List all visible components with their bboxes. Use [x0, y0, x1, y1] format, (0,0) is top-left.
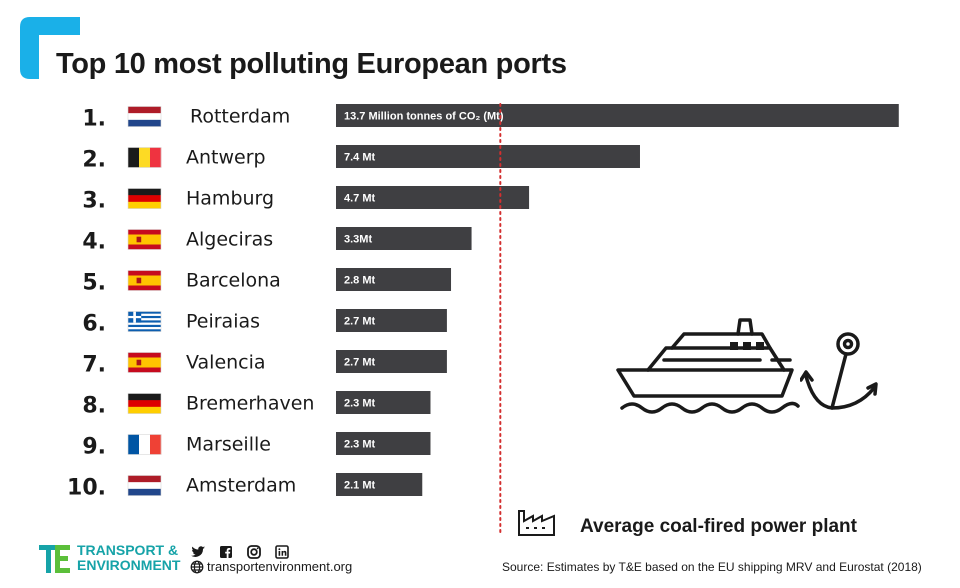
rank-label: 1. [82, 107, 106, 132]
bar [336, 227, 472, 250]
category-label: Hamburg [186, 188, 274, 210]
chart-row: 4. Algeciras 3.3Mt [82, 227, 472, 255]
bar-value-label: 4.7 Mt [344, 193, 376, 205]
factory-icon [518, 510, 555, 536]
chart-row: 1. Rotterdam 13.7 Million tonnes of CO₂ (M… [82, 104, 899, 132]
chart-row: 10. Amsterdam 2.1 Mt [67, 473, 423, 501]
bar [336, 186, 530, 209]
bar-value-label: 3.3Mt [344, 234, 372, 246]
flag-belgium-icon [127, 147, 162, 168]
instagram-icon[interactable] [246, 544, 262, 560]
brand-name: TRANSPORT & ENVIRONMENT [77, 543, 180, 573]
flag-germany-icon [127, 393, 162, 414]
rank-label: 2. [82, 148, 106, 173]
flag-netherlands-icon [127, 106, 162, 127]
chart-row: 6. Peiraias 2.7 Mt [82, 309, 447, 337]
flag-france-icon [127, 434, 162, 455]
bar [336, 145, 640, 168]
bar [336, 391, 431, 414]
bar-value-label: 7.4 Mt [344, 152, 376, 164]
brand-logo [39, 545, 70, 573]
flag-greece-icon [127, 311, 162, 332]
bar [336, 104, 899, 127]
bar [336, 268, 452, 291]
brand-name-line1: TRANSPORT & [77, 542, 179, 558]
chart-row: 9. Marseille 2.3 Mt [82, 432, 431, 460]
category-label: Valencia [186, 352, 266, 374]
rank-label: 10. [67, 476, 106, 501]
website-link[interactable]: transportenvironment.org [207, 559, 353, 574]
bar-value-label: 2.3 Mt [344, 439, 376, 451]
page-title: Top 10 most polluting European ports [56, 48, 567, 80]
flag-germany-icon [127, 188, 162, 209]
rank-label: 3. [82, 189, 106, 214]
chart-row: 5. Barcelona 2.8 Mt [82, 268, 452, 296]
flag-spain-icon [127, 352, 162, 373]
category-label: Barcelona [186, 270, 281, 292]
chart-row: 2. Antwerp 7.4 Mt [82, 145, 640, 173]
accent-corner-logo [20, 17, 80, 79]
category-label: Algeciras [186, 229, 273, 251]
twitter-icon[interactable] [190, 544, 206, 560]
bar-value-label: 2.7 Mt [344, 357, 376, 369]
flag-netherlands-icon [127, 475, 162, 496]
rank-label: 5. [82, 271, 106, 296]
flag-spain-icon [127, 270, 162, 291]
linkedin-icon[interactable] [274, 544, 290, 560]
source-note: Source: Estimates by T&E based on the EU… [502, 560, 922, 574]
category-label: Antwerp [186, 147, 266, 169]
bar-value-label: 2.8 Mt [344, 275, 376, 287]
category-label: Marseille [186, 434, 271, 456]
facebook-icon[interactable] [218, 544, 234, 560]
chart-row: 8. Bremerhaven 2.3 Mt [82, 391, 431, 419]
brand-name-line2: ENVIRONMENT [77, 557, 181, 573]
chart-row: 7. Valencia 2.7 Mt [82, 350, 447, 378]
bar [336, 309, 447, 332]
category-label: Bremerhaven [186, 393, 314, 415]
bar-value-label: 2.3 Mt [344, 398, 376, 410]
bar [336, 350, 447, 373]
bar [336, 473, 423, 496]
ship-icon [616, 318, 800, 414]
reference-line-legend: Average coal-fired power plant [580, 516, 857, 537]
anchor-icon [800, 332, 878, 410]
rank-label: 6. [82, 312, 106, 337]
rank-label: 7. [82, 353, 106, 378]
category-label: Amsterdam [186, 475, 296, 497]
bar-value-label: 2.7 Mt [344, 316, 376, 328]
flag-spain-icon [127, 229, 162, 250]
category-label: Rotterdam [190, 106, 290, 128]
rank-label: 8. [82, 394, 106, 419]
bar-value-label: 2.1 Mt [344, 480, 376, 492]
globe-icon [190, 560, 204, 574]
rank-label: 4. [82, 230, 106, 255]
bar [336, 432, 431, 455]
social-links [190, 544, 290, 560]
chart-row: 3. Hamburg 4.7 Mt [82, 186, 530, 214]
category-label: Peiraias [186, 311, 260, 333]
rank-label: 9. [82, 435, 106, 460]
bar-value-label: 13.7 Million tonnes of CO₂ (Mt) [344, 111, 504, 123]
